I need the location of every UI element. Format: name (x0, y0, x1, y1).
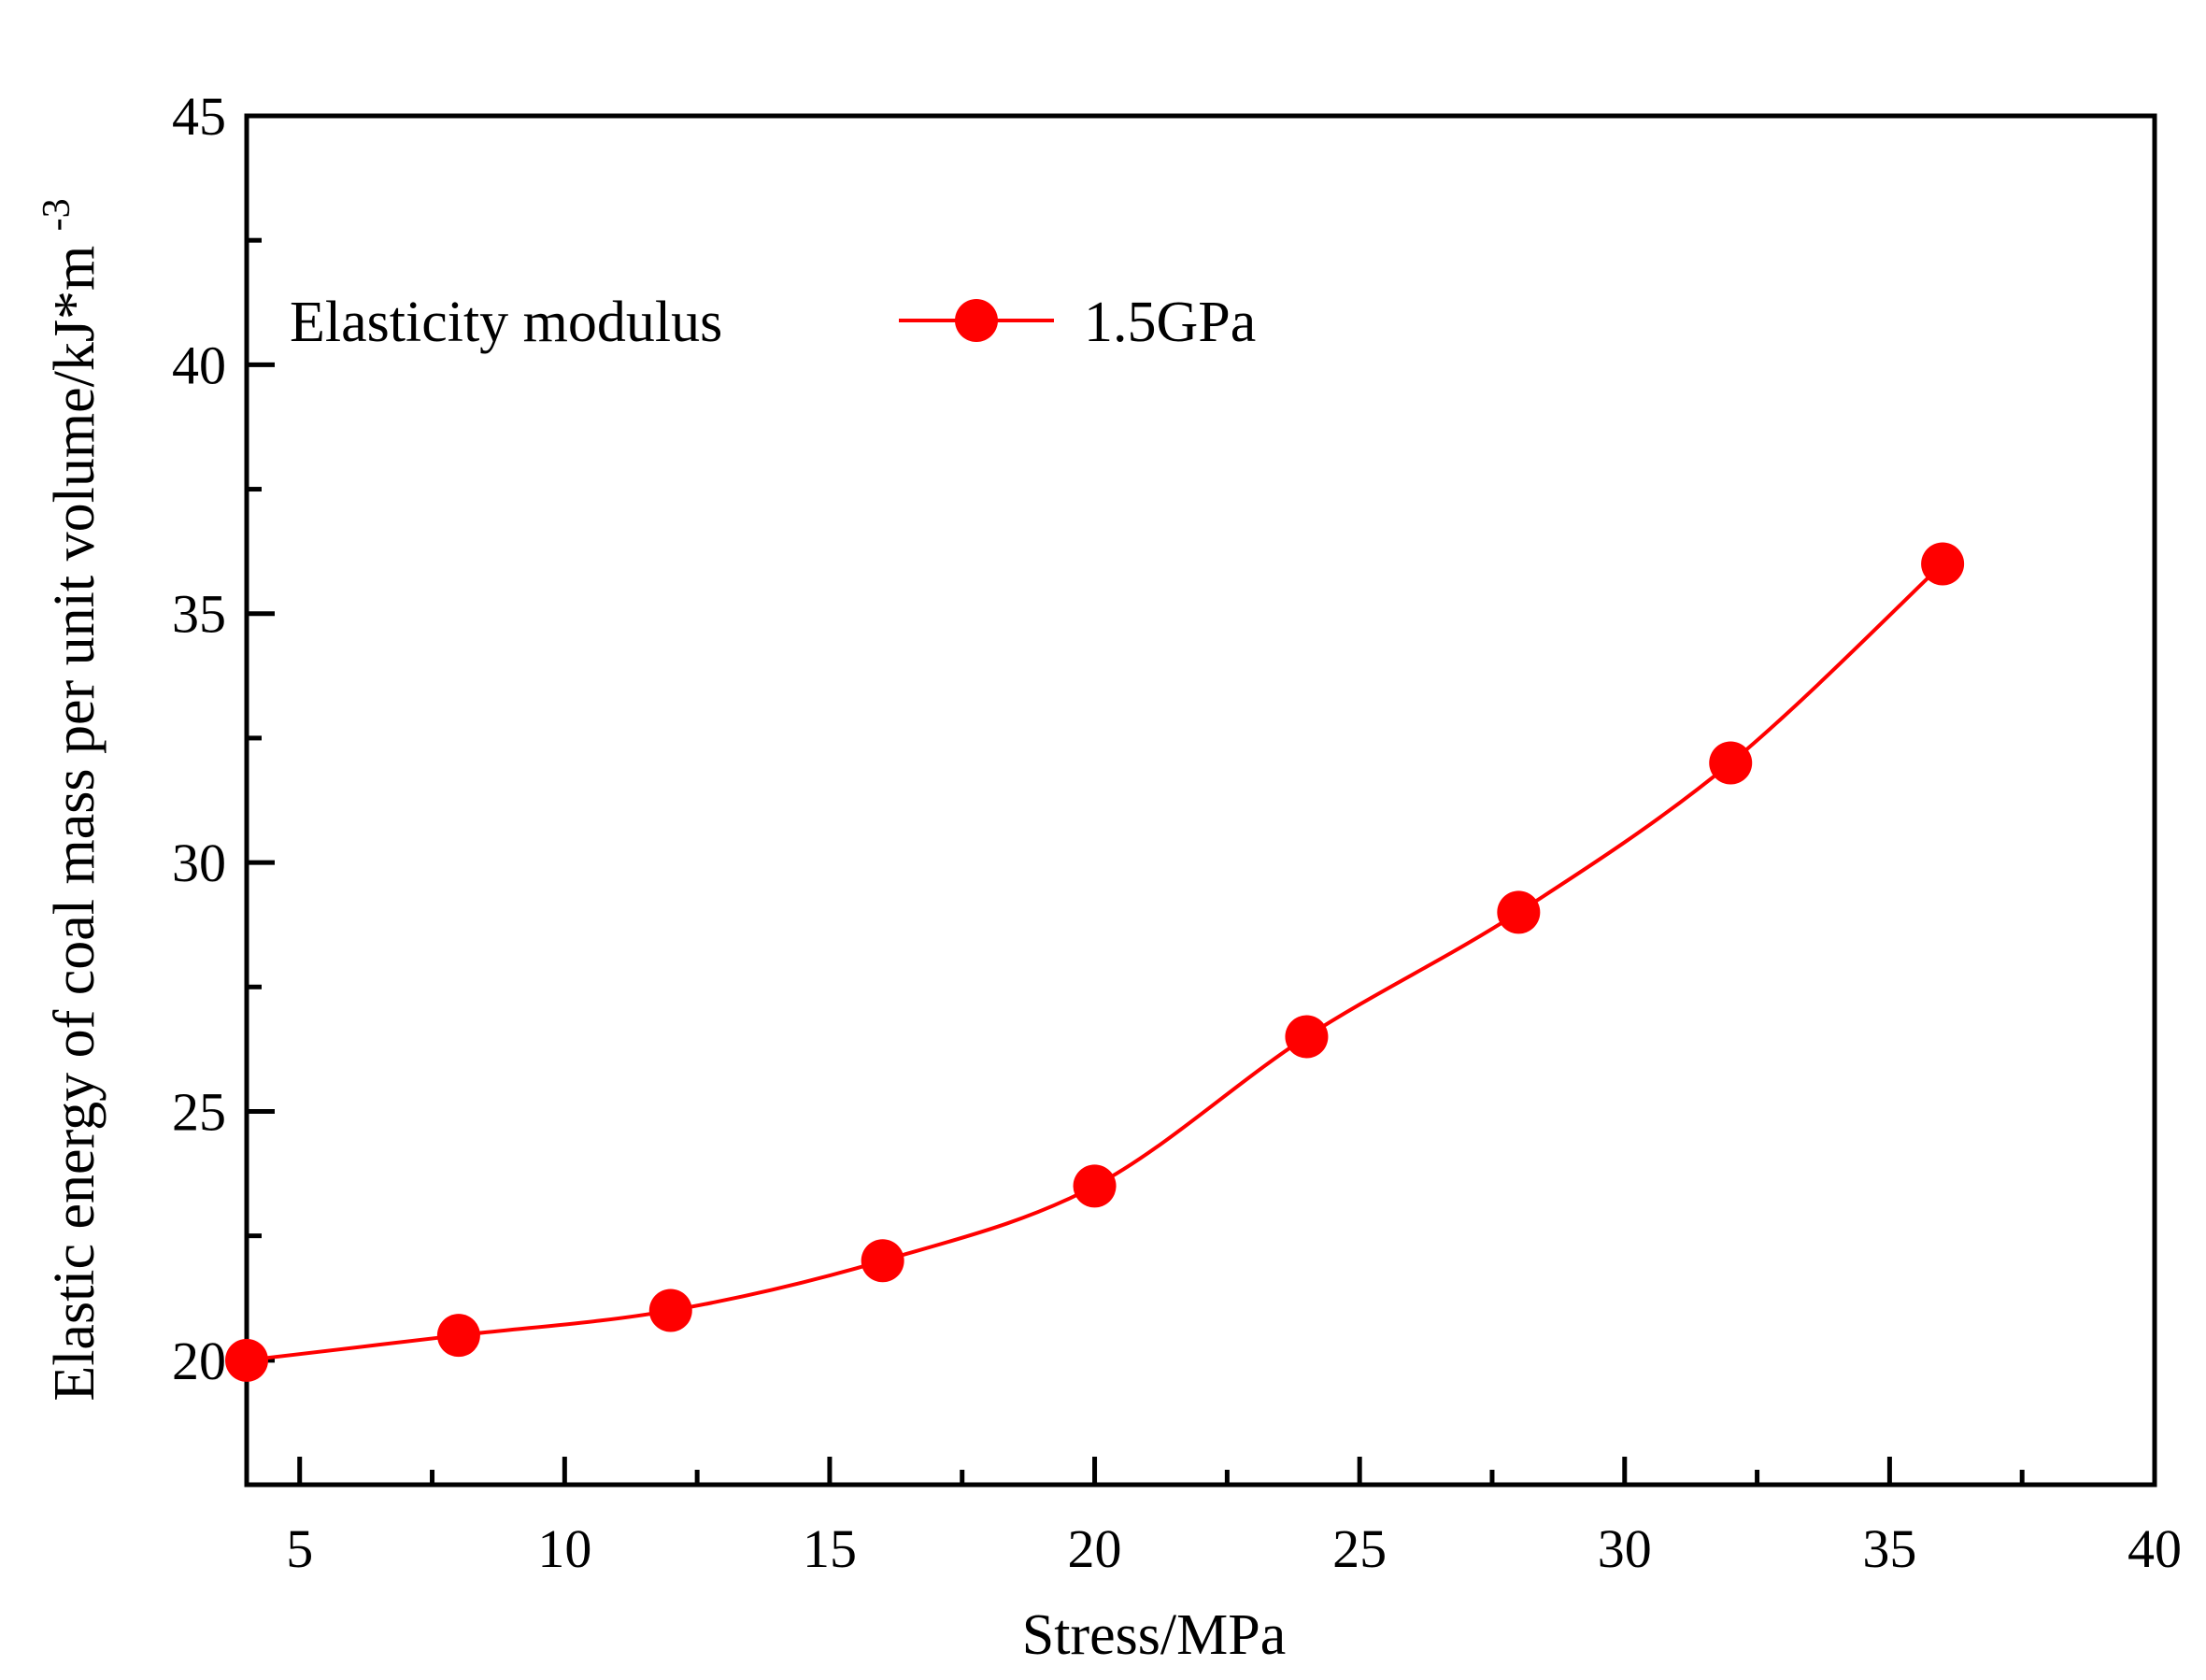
x-tick-label: 15 (803, 1518, 857, 1579)
plot-frame (244, 113, 2157, 1488)
data-point (648, 1288, 692, 1332)
x-tick-label: 5 (286, 1518, 313, 1579)
legend-marker (955, 299, 998, 342)
y-tick-label: 45 (172, 86, 226, 147)
x-axis-title: Stress/MPa (1022, 1603, 1286, 1667)
y-tick-label: 25 (172, 1081, 226, 1142)
x-axis: 5 10 15 20 25 30 35 40 (286, 1457, 2182, 1579)
data-point (436, 1314, 480, 1358)
x-tick-label: 40 (2128, 1518, 2182, 1579)
x-tick-label: 20 (1068, 1518, 1122, 1579)
x-tick-label: 30 (1598, 1518, 1652, 1579)
y-axis-title-superscript: -3 (36, 198, 78, 231)
data-point (1921, 542, 1965, 586)
y-tick-label: 30 (172, 833, 226, 893)
series-points (225, 542, 1965, 1382)
legend-title: Elasticity modulus (290, 291, 722, 354)
data-point (1497, 890, 1541, 934)
data-point (1285, 1015, 1329, 1059)
y-axis-title: Elastic energy of coal mass per unit vol… (36, 198, 107, 1401)
y-tick-label: 35 (172, 584, 226, 645)
series-line (246, 562, 1944, 1362)
data-point (1073, 1164, 1117, 1208)
legend: Elasticity modulus 1.5GPa (290, 291, 1256, 354)
data-point (1709, 741, 1753, 785)
data-point (225, 1338, 268, 1382)
y-axis: 20 25 30 35 40 45 (172, 86, 275, 1391)
x-tick-label: 10 (537, 1518, 591, 1579)
data-point (861, 1239, 904, 1283)
y-axis-title-main: Elastic energy of coal mass per unit vol… (43, 246, 107, 1402)
x-tick-label: 35 (1862, 1518, 1916, 1579)
x-tick-label: 25 (1332, 1518, 1387, 1579)
y-axis-title-group: Elastic energy of coal mass per unit vol… (36, 198, 107, 1401)
y-tick-label: 20 (172, 1331, 226, 1391)
legend-series-label: 1.5GPa (1084, 291, 1256, 354)
y-tick-label: 40 (172, 335, 226, 395)
